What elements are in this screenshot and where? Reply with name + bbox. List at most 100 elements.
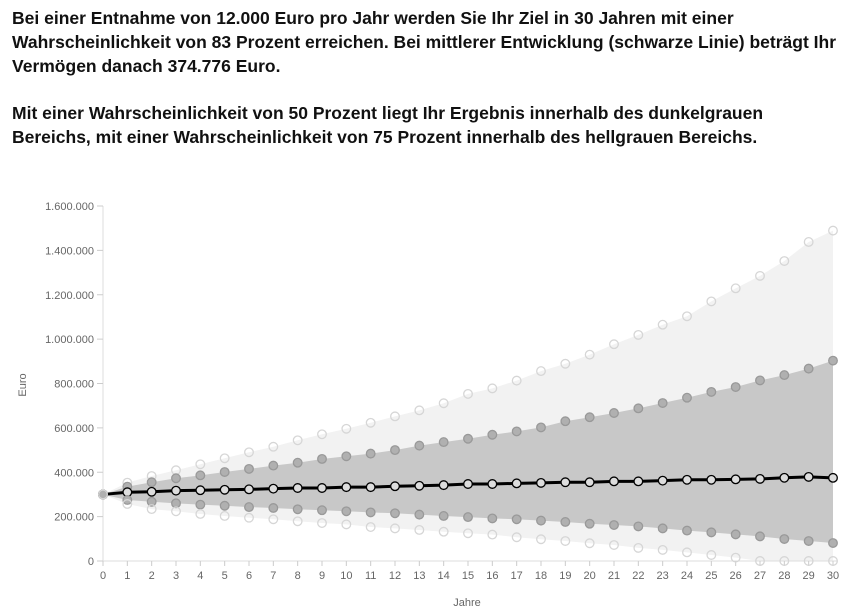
data-point-lower-75 bbox=[730, 552, 741, 563]
data-point-median bbox=[536, 477, 546, 488]
data-point-upper-75 bbox=[487, 383, 498, 394]
data-point-upper-75 bbox=[584, 349, 595, 360]
data-point-median bbox=[365, 482, 376, 493]
x-tick-label: 27 bbox=[754, 570, 766, 582]
data-point-lower-75 bbox=[146, 504, 157, 515]
x-tick-label: 5 bbox=[222, 570, 228, 582]
data-point-median bbox=[268, 483, 279, 494]
x-tick-label: 23 bbox=[657, 570, 669, 582]
data-point-lower-75 bbox=[560, 536, 571, 546]
data-point-upper-75 bbox=[511, 375, 522, 386]
data-point-lower-50 bbox=[706, 527, 717, 538]
y-tick-label: 1.000.000 bbox=[45, 334, 94, 346]
data-point-upper-50 bbox=[730, 382, 741, 393]
data-point-lower-50 bbox=[633, 521, 644, 532]
data-point-upper-75 bbox=[317, 429, 327, 440]
data-point-upper-50 bbox=[657, 398, 668, 408]
data-point-upper-75 bbox=[219, 453, 230, 464]
probability-explanation: Mit einer Wahrscheinlichkeit von 50 Proz… bbox=[12, 103, 764, 147]
x-tick-label: 19 bbox=[559, 570, 571, 582]
data-point-lower-50 bbox=[560, 517, 571, 527]
data-point-lower-75 bbox=[219, 511, 230, 521]
x-tick-label: 13 bbox=[413, 570, 425, 582]
data-point-upper-50 bbox=[438, 437, 449, 448]
data-point-upper-50 bbox=[146, 477, 157, 488]
y-tick-label: 600.000 bbox=[54, 423, 94, 435]
data-point-lower-75 bbox=[706, 550, 717, 560]
data-point-lower-75 bbox=[365, 522, 376, 533]
data-point-upper-50 bbox=[244, 463, 254, 474]
data-point-median bbox=[390, 481, 400, 492]
data-point-lower-50 bbox=[146, 496, 157, 507]
y-tick-label: 0 bbox=[88, 556, 94, 568]
x-tick-label: 25 bbox=[705, 570, 717, 582]
x-tick-label: 7 bbox=[270, 570, 276, 582]
data-point-upper-50 bbox=[779, 370, 790, 381]
data-point-median bbox=[657, 475, 668, 486]
result-summary: Bei einer Entnahme von 12.000 Euro pro J… bbox=[12, 8, 837, 76]
data-point-lower-50 bbox=[341, 506, 352, 517]
data-point-lower-50 bbox=[584, 518, 595, 529]
data-point-lower-50 bbox=[828, 538, 838, 548]
data-point-median bbox=[244, 484, 254, 495]
data-point-lower-50 bbox=[171, 498, 181, 509]
data-point-upper-75 bbox=[195, 459, 206, 470]
data-point-lower-50 bbox=[511, 514, 522, 525]
data-point-lower-75 bbox=[317, 518, 327, 529]
data-point-lower-75 bbox=[268, 514, 279, 525]
data-point-median bbox=[584, 477, 595, 488]
data-point-lower-50 bbox=[244, 502, 254, 513]
data-point-upper-50 bbox=[536, 422, 546, 433]
data-point-upper-75 bbox=[365, 417, 376, 428]
y-tick-label: 400.000 bbox=[54, 467, 94, 479]
data-point-lower-50 bbox=[463, 512, 473, 523]
y-tick-label: 200.000 bbox=[54, 512, 94, 524]
data-point-upper-75 bbox=[390, 411, 400, 422]
x-tick-label: 16 bbox=[486, 570, 498, 582]
data-point-upper-75 bbox=[268, 441, 279, 452]
data-point-median bbox=[755, 473, 765, 484]
data-point-upper-50 bbox=[317, 453, 327, 464]
x-axis-label: Jahre bbox=[453, 597, 481, 609]
data-point-lower-50 bbox=[268, 503, 279, 513]
data-point-upper-75 bbox=[463, 388, 473, 399]
data-point-median bbox=[633, 476, 644, 487]
data-point-lower-50 bbox=[609, 520, 619, 531]
data-point-median bbox=[438, 480, 449, 491]
data-point-median bbox=[779, 472, 790, 483]
data-point-lower-75 bbox=[828, 556, 838, 566]
data-point-upper-75 bbox=[633, 329, 644, 340]
data-point-upper-75 bbox=[755, 270, 765, 281]
data-point-upper-50 bbox=[195, 470, 206, 481]
data-point-lower-75 bbox=[244, 512, 254, 523]
data-point-lower-50 bbox=[779, 534, 790, 544]
x-tick-label: 0 bbox=[100, 570, 106, 582]
x-tick-label: 15 bbox=[462, 570, 474, 582]
data-point-lower-50 bbox=[317, 505, 327, 516]
data-point-lower-75 bbox=[657, 544, 668, 555]
x-tick-label: 11 bbox=[365, 570, 376, 582]
data-point-upper-50 bbox=[365, 448, 376, 459]
data-point-median bbox=[730, 474, 741, 485]
data-point-lower-50 bbox=[487, 513, 498, 524]
data-point-lower-75 bbox=[463, 528, 473, 539]
data-point-upper-75 bbox=[536, 366, 546, 377]
data-point-upper-75 bbox=[779, 256, 790, 266]
data-point-median bbox=[828, 472, 838, 483]
y-tick-label: 1.600.000 bbox=[45, 201, 94, 213]
data-point-median bbox=[706, 474, 717, 485]
x-tick-label: 21 bbox=[608, 570, 620, 582]
data-point-lower-50 bbox=[803, 536, 814, 546]
x-tick-label: 18 bbox=[535, 570, 547, 582]
data-point-lower-75 bbox=[487, 529, 498, 540]
data-point-lower-50 bbox=[730, 529, 741, 540]
data-point-upper-50 bbox=[803, 363, 814, 374]
data-point-upper-75 bbox=[292, 435, 303, 446]
data-point-lower-50 bbox=[195, 499, 206, 510]
y-axis-label: Euro bbox=[17, 373, 29, 396]
data-point-upper-50 bbox=[706, 386, 717, 397]
data-point-median bbox=[341, 482, 352, 493]
data-point-median bbox=[511, 478, 522, 489]
data-point-median bbox=[219, 484, 230, 495]
x-tick-label: 4 bbox=[197, 570, 203, 582]
